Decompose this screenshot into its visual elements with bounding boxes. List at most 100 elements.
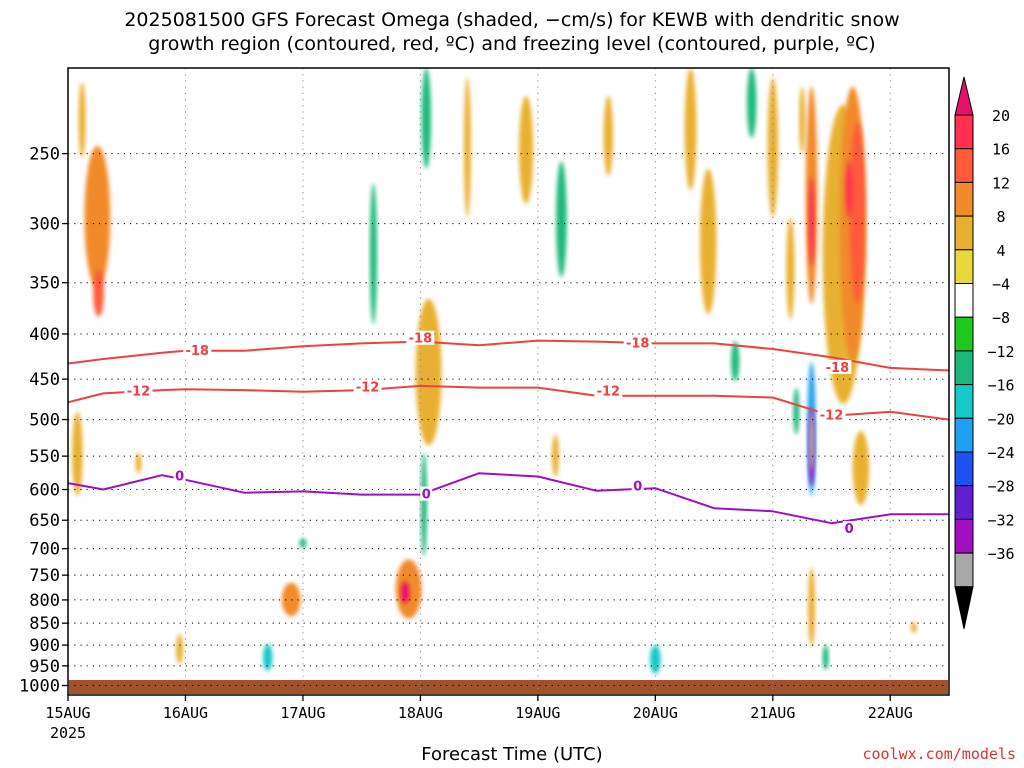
omega-region [281,582,301,617]
colorbar-top-triangle [954,76,974,116]
x-tick-label: 16AUG [163,704,208,722]
colorbar-segment [954,215,974,251]
omega-region [845,161,853,218]
omega-region [176,634,184,664]
colorbar-segment [954,249,974,285]
pressure-axis: 2503003504004505005506006507007508008509… [19,145,68,697]
omega-shading [72,68,917,674]
contour-label: -18 [185,344,209,359]
contour-label: 0 [845,522,854,537]
colorbar-segment [954,485,974,520]
y-tick-label: 550 [29,447,60,467]
contour-label-bg [406,330,435,345]
omega-region [84,145,111,289]
x-tick-label: 21AUG [750,704,795,722]
colorbar-segment [954,417,974,453]
y-tick-label: 600 [29,481,60,501]
colorbar-segment [954,384,974,419]
chart-title: 2025081500 GFS Forecast Omega (shaded, −… [0,8,1024,56]
omega-region [910,622,917,634]
omega-region [799,86,806,154]
x-axis-label: Forecast Time (UTC) [421,744,603,765]
omega-region [556,161,567,278]
contour-label: -18 [826,361,850,376]
y-tick-label: 950 [29,657,60,677]
colorbar-label: −16 [987,377,1014,395]
colorbar-bottom-triangle [954,586,974,629]
contour-label: -12 [356,381,380,396]
y-tick-label: 250 [29,145,60,165]
omega-region [93,268,104,317]
y-tick-label: 650 [29,511,60,531]
y-tick-label: 400 [29,325,60,345]
colorbar-segment [954,552,974,588]
omega-region [262,644,273,671]
omega-region [684,68,697,191]
omega-region [463,77,471,218]
omega-region [731,341,740,382]
omega-region [401,581,410,604]
y-tick-label: 850 [29,614,60,634]
colorbar-segment [954,350,974,386]
chart-title-line-2: growth region (contoured, red, ºC) and f… [148,33,876,55]
omega-region [299,538,307,549]
colorbar-label: −8 [992,309,1010,327]
contour-label-bg [817,407,846,422]
y-tick-label: 450 [29,370,60,390]
colorbar-label: 16 [992,141,1010,159]
contour-label-bg [353,379,382,394]
contour-line--12 [68,384,949,421]
x-tick-label: 15AUG [45,704,90,722]
y-tick-label: 800 [29,591,60,611]
ground-strip [69,680,948,694]
colorbar-segment [954,283,974,318]
y-tick-label: 500 [29,411,60,431]
colorbar-segment [954,451,974,487]
x-tick-label: 22AUG [868,704,913,722]
y-tick-label: 300 [29,215,60,235]
colorbar-segment [954,518,974,554]
contour-label-bg [420,486,433,501]
colorbar-segment [954,181,974,217]
chart-title-line-1: 2025081500 GFS Forecast Omega (shaded, −… [124,9,900,31]
contour-label: 0 [633,479,642,494]
omega-region [551,434,560,477]
contour-label: 0 [422,488,431,503]
omega-region [808,411,815,470]
x-tick-label: 20AUG [633,704,678,722]
omega-region [786,217,795,320]
contour-label-bg [823,359,852,374]
contour-line-0 [68,472,949,525]
y-tick-label: 350 [29,274,60,294]
contour-labels: -18 -18 -18 -18 -12 -12 -12 -12 0 0 0 0 [124,330,856,537]
omega-region [793,387,800,435]
colorbar-label: −4 [992,276,1010,294]
colorbar-label: 12 [992,174,1010,192]
contour-label: -18 [626,336,650,351]
grid-lines [68,68,949,695]
x-year-label: 2025 [50,724,86,742]
temperature-contours [68,339,949,525]
y-tick-label: 900 [29,636,60,656]
omega-region [420,452,427,557]
colorbar-label: 4 [996,242,1005,260]
contour-label: 0 [175,470,184,485]
omega-region [852,430,870,506]
time-axis: 15AUG 16AUG 17AUG 18AUG 19AUG 20AUG 21AUG 22AUG… [45,695,913,742]
contour-label-bg [594,383,623,398]
x-tick-label: 18AUG [398,704,443,722]
colorbar-label: 8 [996,208,1005,226]
x-tick-label: 17AUG [280,704,325,722]
colorbar: 20 16 12 8 4 −4 −8 −12 −16 −20 −24 −28 −32 −36 [954,76,1015,629]
colorbar-label: −32 [987,511,1014,529]
omega-region [808,175,815,266]
omega-region [808,567,816,648]
omega-region [746,68,757,138]
colorbar-label: −28 [987,478,1014,496]
omega-region [603,95,614,176]
colorbar-segment [954,316,974,352]
credit-text: coolwx.com/models [862,745,1016,763]
omega-region [767,77,779,218]
colorbar-label: 20 [992,107,1010,125]
contour-label-bg [124,383,153,398]
